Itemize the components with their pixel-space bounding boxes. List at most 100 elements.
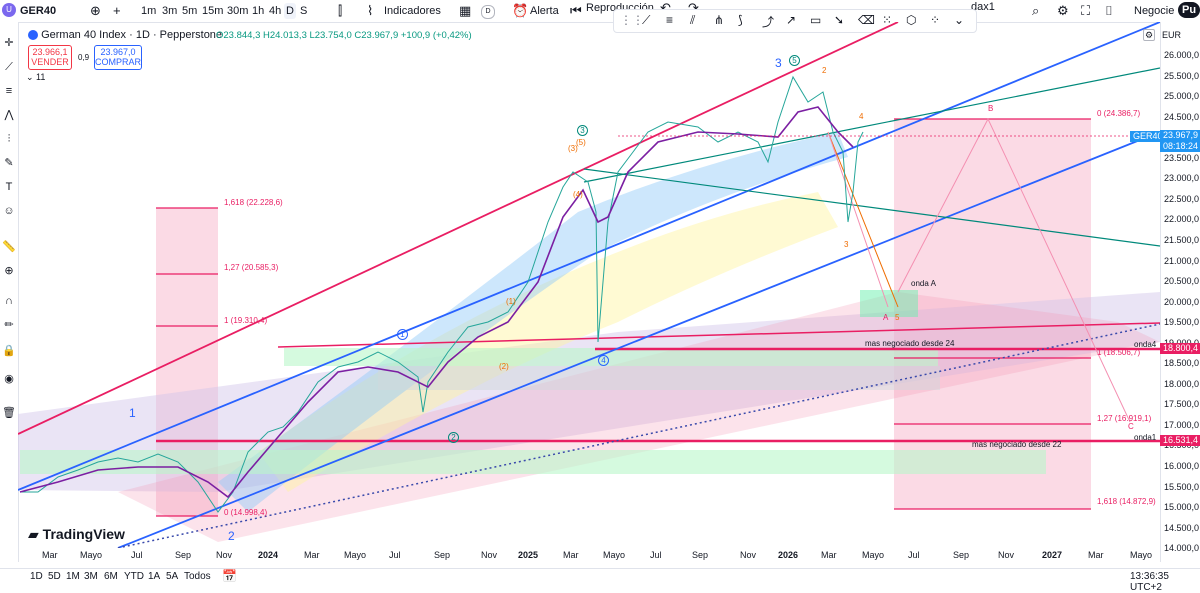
eye-icon[interactable]: ◉: [4, 373, 14, 385]
path-icon[interactable]: ⤴: [762, 15, 775, 29]
price-tick: 19.000,0: [1164, 338, 1199, 348]
elliott-icon[interactable]: ⁘: [930, 13, 941, 27]
fib-1-right: 1 (18.506,7): [1097, 348, 1141, 357]
trend-line-icon[interactable]: ⟋: [642, 13, 651, 27]
range-button[interactable]: 1D: [30, 571, 43, 582]
settings-icon[interactable]: ⚙: [1057, 3, 1069, 18]
time-tick: Mayo: [80, 550, 103, 560]
lock-drawing-icon[interactable]: ✏: [4, 319, 14, 331]
pattern-icon[interactable]: ⋀: [4, 109, 14, 121]
zoom-icon[interactable]: ⊕: [4, 265, 14, 277]
arrow-icon[interactable]: ➘: [834, 13, 845, 27]
range-button[interactable]: 5D: [48, 571, 61, 582]
wave-b-label: B: [988, 104, 994, 113]
price-tick: 23.000,0: [1163, 173, 1199, 184]
range-button[interactable]: 6M: [104, 571, 118, 582]
fullscreen-icon[interactable]: ⛶: [1081, 3, 1091, 18]
interval-15m[interactable]: 15m: [202, 5, 224, 17]
ray-icon[interactable]: ↗: [786, 13, 797, 27]
range-button[interactable]: 5A: [166, 571, 179, 582]
indicators-icon[interactable]: ⌇: [367, 3, 374, 18]
time-tick: 2027: [1042, 550, 1063, 560]
currency-label[interactable]: EUR: [1161, 30, 1181, 40]
more-tools-icon[interactable]: ⌄: [954, 13, 965, 27]
fib-icon[interactable]: ≡: [666, 13, 674, 27]
range-button[interactable]: 1M: [66, 571, 80, 582]
channel-upper-magenta[interactable]: [18, 22, 899, 435]
buy-button[interactable]: 23.967,0 COMPRAR: [94, 45, 142, 70]
camera-icon[interactable]: ⌷: [1105, 3, 1113, 18]
channel-icon[interactable]: ⫽: [690, 13, 696, 27]
interval-1h[interactable]: 1h: [252, 5, 265, 17]
trendline-icon[interactable]: ⟋: [5, 61, 13, 73]
indicators-toggle[interactable]: ⌄ 11: [26, 72, 46, 82]
range-button[interactable]: Todos: [184, 571, 211, 582]
magnet-icon[interactable]: ∩: [5, 295, 13, 307]
compare-icon[interactable]: +: [113, 3, 121, 18]
eraser-icon[interactable]: ⌫: [858, 13, 875, 27]
candles-icon[interactable]: ⫿: [338, 3, 343, 18]
fib-0-left: 0 (14.998,4): [224, 508, 268, 517]
text-icon[interactable]: T: [5, 181, 13, 193]
time-tick: Mayo: [1130, 550, 1153, 560]
interval-d[interactable]: D: [284, 3, 296, 19]
interval-1m[interactable]: 1m: [141, 5, 157, 17]
user-avatar[interactable]: U: [2, 3, 16, 17]
channel-lower-blue[interactable]: [117, 131, 1160, 548]
ruler-icon[interactable]: 📏: [2, 241, 16, 253]
channel-upper-blue[interactable]: [18, 22, 1160, 491]
trash-icon[interactable]: 🗑: [2, 407, 16, 419]
cycle-icon[interactable]: ⬡: [906, 13, 917, 27]
indicators-button[interactable]: Indicadores: [384, 5, 441, 17]
search-icon[interactable]: ⌕: [1032, 3, 1040, 18]
alert-icon[interactable]: ⏰: [512, 3, 529, 18]
range-button[interactable]: 3M: [84, 571, 98, 582]
goto-date-icon[interactable]: 📅: [222, 569, 237, 583]
price-chart[interactable]: [18, 22, 1160, 548]
fib-1618-left: 1,618 (22.228,6): [224, 198, 283, 207]
tradingview-logo[interactable]: ▰ TradingView: [28, 526, 125, 543]
onda-a-label: onda A: [911, 279, 936, 288]
range-button[interactable]: 1A: [148, 571, 161, 582]
price-axis[interactable]: ⚙ EUR 26.000,025.500,025.000,024.500,024…: [1143, 22, 1200, 562]
symbol-search[interactable]: GER40: [20, 5, 57, 17]
drag-handle-icon[interactable]: ⋮⋮: [620, 13, 644, 27]
wave-3p-label: (3): [568, 144, 578, 153]
brush-icon[interactable]: ⟆: [738, 13, 743, 27]
wave-1p-label: (1): [506, 297, 516, 306]
undo-icon[interactable]: ↶: [660, 0, 671, 15]
interval-s[interactable]: S: [300, 5, 308, 17]
axis-settings-icon[interactable]: ⚙: [1143, 29, 1155, 41]
emoji-icon[interactable]: ☺: [3, 205, 15, 217]
sell-label: VENDER: [31, 57, 69, 67]
interval-4h[interactable]: 4h: [269, 5, 282, 17]
geometric-icon[interactable]: ✎: [4, 157, 14, 169]
clock[interactable]: 13:36:35 UTC+2: [1130, 571, 1169, 593]
templates-icon[interactable]: ▦: [459, 3, 472, 18]
rectangle-icon[interactable]: ▭: [810, 13, 822, 27]
onda4-label: onda4: [1134, 340, 1157, 349]
d-badge[interactable]: D: [481, 5, 495, 19]
layout-name[interactable]: dax1: [971, 1, 995, 13]
fib-retracement-icon[interactable]: ≡: [5, 85, 13, 97]
price-tick: 14.000,0: [1163, 543, 1199, 554]
interval-30m[interactable]: 30m: [227, 5, 249, 17]
alert-button[interactable]: Alerta: [530, 5, 559, 17]
top-toolbar: U GER40 ⊕ + 1m 3m 5m 15m 30m 1h 4h D S ⫿…: [0, 0, 1200, 23]
crosshair-icon[interactable]: ✛: [4, 37, 14, 49]
interval-3m[interactable]: 3m: [162, 5, 178, 17]
forecast-icon[interactable]: ⫶: [7, 133, 11, 145]
chart-title[interactable]: German 40 Index · 1D · Pepperstone: [28, 29, 222, 41]
redo-icon[interactable]: ↷: [688, 0, 699, 15]
trade-button[interactable]: Negocie: [1134, 5, 1175, 17]
sell-button[interactable]: 23.966,1 VENDER: [28, 45, 72, 70]
pitchfork-icon[interactable]: ⋔: [714, 13, 725, 27]
lock-icon[interactable]: 🔒: [2, 345, 16, 357]
wave-icon[interactable]: ⁙: [882, 13, 893, 27]
replay-icon[interactable]: ⏮: [570, 3, 582, 18]
interval-5m[interactable]: 5m: [182, 5, 198, 17]
add-symbol-icon[interactable]: ⊕: [90, 3, 101, 18]
publish-button[interactable]: Pu: [1178, 2, 1200, 18]
range-button[interactable]: YTD: [124, 571, 144, 582]
wave-2-big: 2: [228, 529, 235, 543]
